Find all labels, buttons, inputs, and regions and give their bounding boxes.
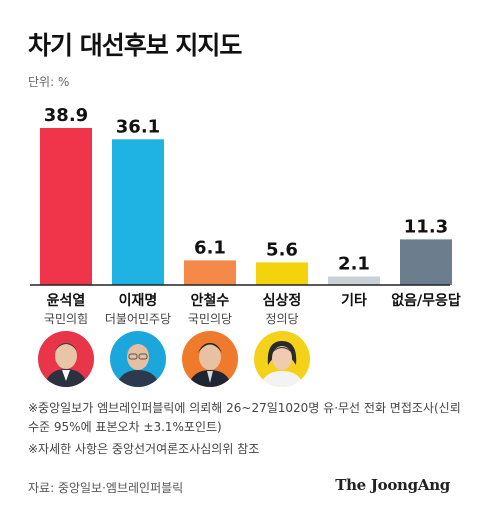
party-label-3: 정의당: [265, 312, 299, 326]
lee-photo: [110, 331, 166, 387]
value-labels-layer: 38.9 36.1 6.1 5.6 2.1 11.3: [44, 105, 448, 275]
category-label-3: 심상정: [262, 293, 302, 309]
category-label-5: 없음/무응답: [391, 293, 461, 309]
source-label: 자료: 중앙일보·엠브레인퍼블릭: [28, 481, 184, 495]
value-label-2: 6.1: [194, 237, 226, 258]
category-label-1: 이재명: [118, 293, 158, 309]
sim-photo: [254, 331, 310, 387]
bar-1: [112, 139, 164, 285]
chart-title: 차기 대선후보 지지도: [28, 31, 242, 60]
bars-layer: [40, 128, 452, 285]
value-label-1: 36.1: [116, 116, 160, 137]
survey-note: ※중앙일보가 엠브레인퍼블릭에 의뢰해 26~27일1020명 유·무선 전화 …: [28, 401, 461, 434]
brand-logo: The JoongAng: [335, 476, 450, 494]
category-label-4: 기타: [341, 293, 367, 309]
value-label-4: 2.1: [338, 254, 370, 275]
party-label-1: 더불어민주당: [104, 312, 172, 326]
bar-0: [40, 128, 92, 285]
value-label-5: 11.3: [404, 216, 448, 237]
reference-note: ※자세한 사항은 중앙선거여론조사심의위 참조: [28, 442, 260, 456]
value-label-0: 38.9: [44, 105, 88, 126]
category-label-2: 안철수: [190, 293, 230, 309]
value-label-3: 5.6: [266, 239, 298, 260]
bar-chart: 38.9 36.1 6.1 5.6 2.1 11.3: [30, 105, 452, 286]
bar-4: [328, 276, 380, 285]
category-label-0: 윤석열: [46, 293, 86, 309]
ahn-photo: [182, 331, 238, 387]
unit-label: 단위: %: [28, 75, 70, 89]
bar-5: [400, 239, 452, 285]
party-label-0: 국민의힘: [43, 312, 89, 326]
party-label-2: 국민의당: [187, 312, 233, 326]
bar-3: [256, 262, 308, 285]
yoon-photo: [38, 331, 94, 387]
bar-2: [184, 260, 236, 285]
